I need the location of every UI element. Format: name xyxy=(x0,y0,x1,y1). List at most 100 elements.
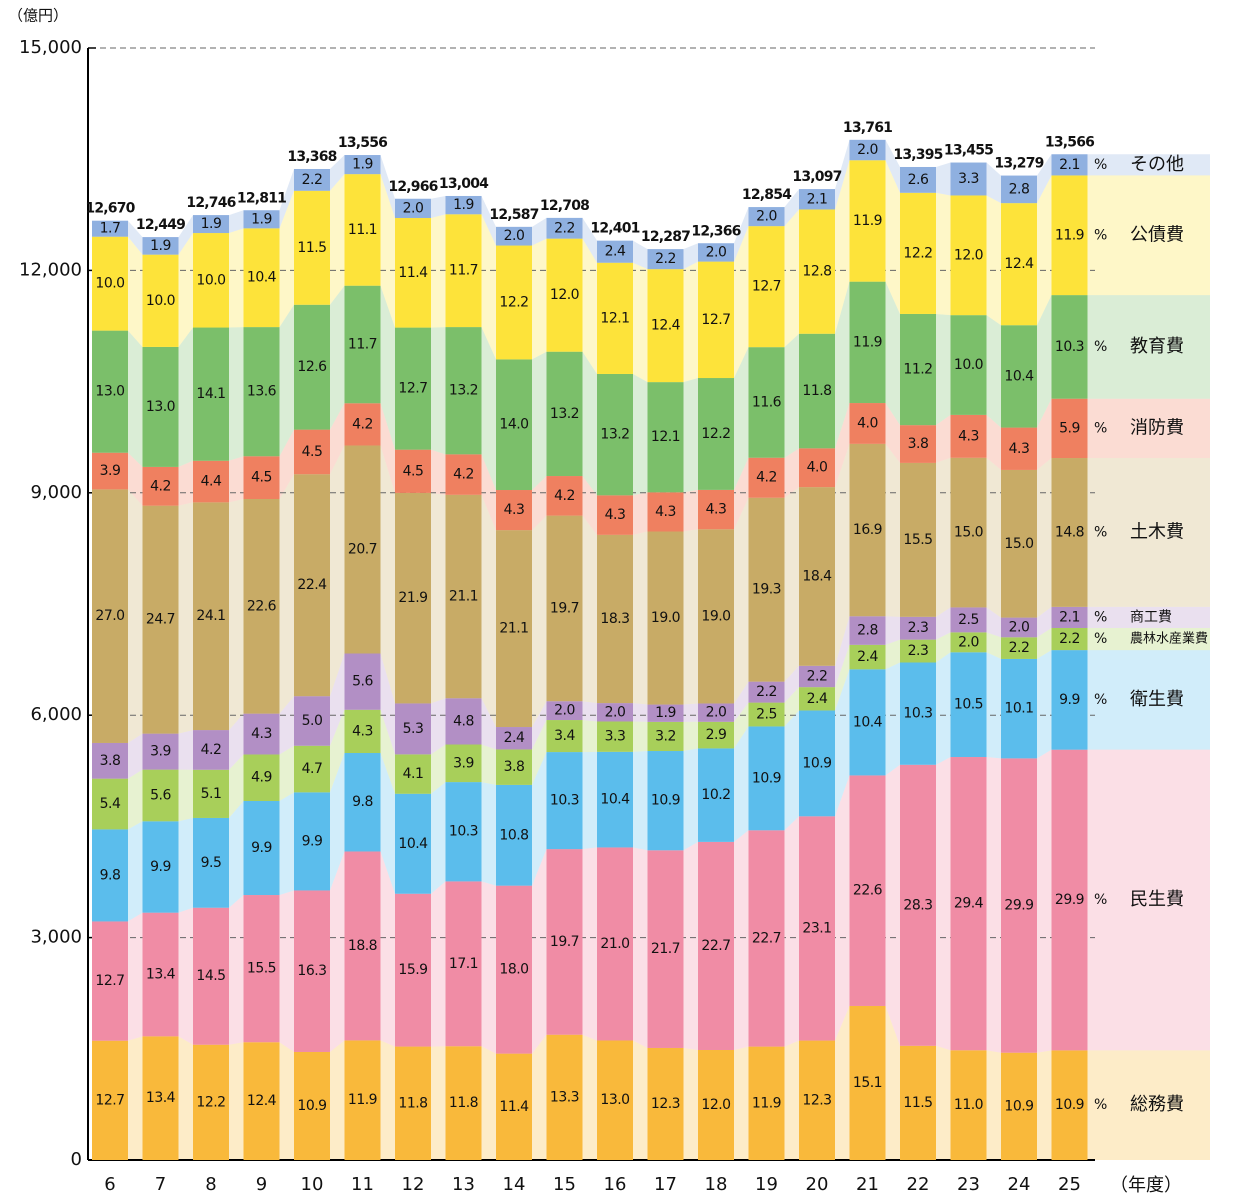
segment-label: 2.0 xyxy=(504,228,525,244)
total-label: 13,097 xyxy=(792,169,841,185)
segment-label: 19.7 xyxy=(550,934,579,950)
segment-label: 4.2 xyxy=(150,478,171,494)
bar-segment xyxy=(496,885,532,1054)
bar-segment xyxy=(294,168,330,191)
total-label: 12,287 xyxy=(641,229,690,245)
bar-segment xyxy=(445,881,482,1047)
segment-label: 2.0 xyxy=(756,209,777,225)
segment-label: 2.2 xyxy=(554,220,575,236)
bar-segment xyxy=(395,327,431,450)
segment-label: 29.4 xyxy=(954,896,984,912)
bar-segment xyxy=(950,457,987,608)
segment-label: 15.0 xyxy=(954,525,983,541)
bar-segment xyxy=(445,214,482,328)
segment-label: 11.0 xyxy=(954,1097,983,1113)
bar-segment xyxy=(445,195,482,215)
bar-segment xyxy=(1051,749,1088,1051)
percent-sign: % xyxy=(1094,631,1107,647)
segment-label: 11.9 xyxy=(348,1092,377,1108)
bar-segment xyxy=(546,849,583,1035)
bar-segment xyxy=(193,817,229,908)
bar-segment xyxy=(1001,469,1037,618)
bar-segment xyxy=(294,696,330,746)
segment-label: 14.5 xyxy=(196,968,225,984)
segment-label: 13.6 xyxy=(247,384,277,400)
bar-segment xyxy=(1051,295,1088,399)
bar-segment xyxy=(546,238,583,352)
segment-label: 13.4 xyxy=(146,966,176,982)
segment-label: 2.2 xyxy=(1059,631,1080,647)
segment-label: 3.8 xyxy=(908,436,929,452)
segment-label: 2.1 xyxy=(807,191,828,207)
segment-label: 9.9 xyxy=(150,859,171,875)
y-tick-label: 12,000 xyxy=(19,259,82,280)
bar-segment xyxy=(546,515,583,702)
percent-sign: % xyxy=(1094,892,1107,908)
segment-label: 4.8 xyxy=(453,713,474,729)
bar-segment xyxy=(900,639,936,663)
bar-segment xyxy=(142,346,179,467)
segment-label: 12.3 xyxy=(651,1096,680,1112)
total-label: 12,854 xyxy=(742,187,792,203)
percent-sign: % xyxy=(1094,420,1107,436)
bar-segment xyxy=(647,721,684,752)
bar-segment xyxy=(1051,650,1088,750)
bar-segment xyxy=(698,1049,734,1160)
segment-label: 13.0 xyxy=(95,384,124,400)
bar-segment xyxy=(1001,427,1037,470)
segment-label: 12.7 xyxy=(95,1092,124,1108)
segment-label: 10.4 xyxy=(398,836,428,852)
x-tick-label: 23 xyxy=(957,1174,980,1195)
segment-label: 12.1 xyxy=(651,429,680,445)
bar-segment xyxy=(597,703,633,722)
segment-label: 22.6 xyxy=(247,598,277,614)
bar-segment xyxy=(1001,203,1037,326)
bar-segment xyxy=(294,745,330,793)
bar-segment xyxy=(445,494,482,699)
x-tick-label: 16 xyxy=(604,1174,627,1195)
segment-label: 2.0 xyxy=(706,244,727,260)
total-label: 12,587 xyxy=(489,207,538,223)
legend-label: 商工費 xyxy=(1130,609,1172,625)
segment-label: 10.3 xyxy=(449,824,478,840)
segment-label: 4.0 xyxy=(857,415,878,431)
total-label: 13,368 xyxy=(287,149,336,165)
segment-label: 29.9 xyxy=(1004,898,1033,914)
bar-segment xyxy=(193,327,229,461)
bar-segment xyxy=(748,226,785,348)
total-label: 13,004 xyxy=(439,176,489,192)
segment-label: 3.9 xyxy=(100,463,121,479)
segment-label: 1.9 xyxy=(150,238,171,254)
total-label: 13,279 xyxy=(994,156,1043,172)
bar-segment xyxy=(900,425,936,463)
bar-segment xyxy=(748,681,785,703)
segment-label: 10.9 xyxy=(1055,1097,1084,1113)
bar-segment xyxy=(1001,1052,1037,1160)
segment-label: 11.7 xyxy=(449,263,478,279)
bar-segment xyxy=(344,445,381,654)
total-label: 12,746 xyxy=(186,195,235,211)
segment-label: 12.7 xyxy=(95,973,124,989)
x-tick-label: 7 xyxy=(155,1174,166,1195)
segment-label: 10.9 xyxy=(752,770,781,786)
legend-label: 公債費 xyxy=(1130,224,1184,245)
segment-label: 3.3 xyxy=(605,729,626,745)
bar-segment xyxy=(445,744,482,783)
bar-segment xyxy=(647,850,684,1048)
total-label: 13,556 xyxy=(338,135,387,151)
segment-label: 19.3 xyxy=(752,582,781,598)
bar-segment xyxy=(92,330,128,453)
segment-label: 2.3 xyxy=(908,643,929,659)
segment-label: 11.6 xyxy=(752,394,782,410)
bar-segment xyxy=(243,228,280,328)
segment-label: 11.8 xyxy=(398,1095,427,1111)
bar-segment xyxy=(92,1040,128,1160)
segment-label: 2.5 xyxy=(756,707,777,723)
segment-label: 2.4 xyxy=(504,730,525,746)
segment-label: 28.3 xyxy=(903,897,932,913)
legend-label: 民生費 xyxy=(1130,889,1184,910)
bar-segment xyxy=(900,764,936,1046)
bar-segment xyxy=(193,233,229,328)
segment-label: 5.0 xyxy=(302,713,323,729)
bar-segment xyxy=(92,452,128,490)
